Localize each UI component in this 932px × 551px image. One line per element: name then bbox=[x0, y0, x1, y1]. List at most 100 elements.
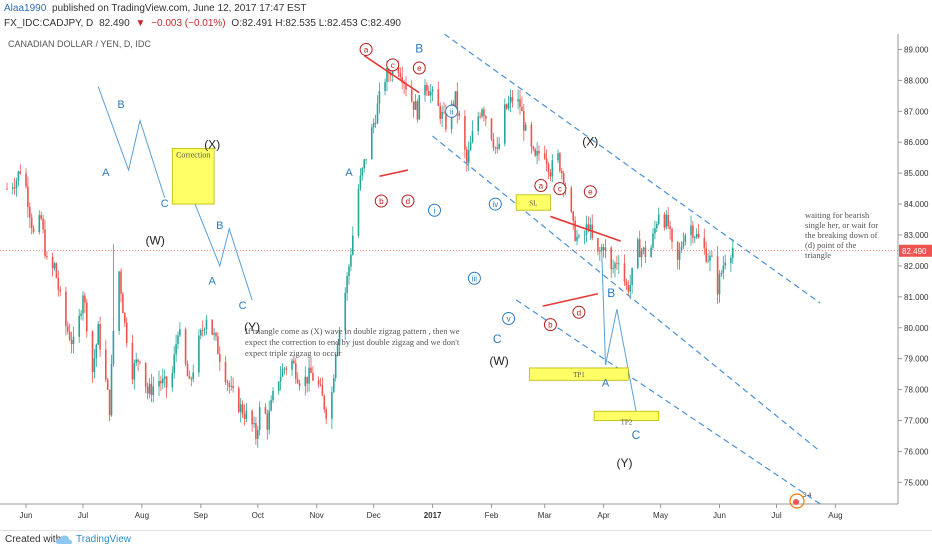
price-chart[interactable]: 75.000 76.000 77.000 78.000 79.000 80.000 81.0… bbox=[0, 34, 932, 530]
circled-wave-marker bbox=[386, 58, 400, 72]
candle-body bbox=[219, 354, 221, 362]
candle-body bbox=[386, 67, 388, 82]
candle-body bbox=[93, 358, 96, 373]
candle-body bbox=[627, 285, 630, 292]
channel-line bbox=[515, 299, 821, 505]
candle-body bbox=[29, 207, 31, 218]
candle-body bbox=[640, 250, 643, 258]
candle-body bbox=[80, 313, 82, 316]
wave-label: B bbox=[415, 42, 423, 56]
author-name[interactable]: Alaa1990 bbox=[4, 3, 47, 14]
circled-wave-label: b bbox=[548, 321, 553, 330]
candle-body bbox=[120, 271, 122, 294]
candle-body bbox=[597, 238, 599, 252]
analysis-note-line: expect triple zigzag to occur bbox=[245, 348, 341, 358]
price-change: −0.003 (−0.01%) bbox=[151, 18, 226, 29]
candle-body bbox=[695, 233, 698, 238]
candle-body bbox=[709, 255, 711, 261]
candle-body bbox=[665, 214, 668, 228]
footer-brand-link[interactable]: TradingView bbox=[76, 534, 132, 545]
triangle-line bbox=[542, 292, 599, 307]
candle-body bbox=[697, 233, 700, 238]
candle-body bbox=[27, 186, 29, 208]
candle-body bbox=[401, 77, 403, 83]
candle-body bbox=[492, 139, 495, 148]
candle-body bbox=[718, 274, 721, 295]
candle-body bbox=[722, 265, 725, 273]
candle-body bbox=[374, 123, 377, 124]
candle-body bbox=[211, 319, 213, 335]
candle-body bbox=[483, 109, 485, 117]
y-tick-label: 83.000 bbox=[904, 231, 929, 240]
candle-body bbox=[350, 254, 352, 267]
target-box-label: TP1 bbox=[573, 371, 585, 379]
circled-wave-label: a bbox=[539, 182, 544, 191]
x-tick-label: Aug bbox=[828, 511, 842, 520]
candle-body bbox=[255, 422, 257, 439]
circled-wave-label: c bbox=[391, 61, 395, 70]
y-tick-label: 80.000 bbox=[904, 324, 929, 333]
candle-body bbox=[399, 72, 402, 78]
candle-body bbox=[441, 111, 443, 119]
candle-body bbox=[384, 81, 386, 92]
wave-label: B bbox=[117, 99, 124, 111]
candle-body bbox=[703, 237, 706, 249]
candle-body bbox=[55, 263, 58, 278]
candle-body bbox=[509, 97, 512, 103]
candle-body bbox=[530, 124, 533, 147]
y-tick-label: 85.000 bbox=[904, 169, 929, 178]
symbol-line: FX_IDC:CADJPY, D 82.490 ▼ −0.003 (−0.01%… bbox=[4, 18, 404, 29]
candle-body bbox=[215, 332, 217, 337]
circled-wave-label: e bbox=[588, 188, 593, 197]
y-tick-label: 86.000 bbox=[904, 138, 929, 147]
candle-body bbox=[684, 235, 687, 242]
candle-body bbox=[325, 409, 327, 419]
candle-body bbox=[295, 363, 297, 379]
candle-body bbox=[19, 171, 22, 174]
candle-body bbox=[490, 118, 493, 140]
candle-body bbox=[268, 410, 270, 430]
candle-body bbox=[378, 91, 381, 104]
target-box bbox=[515, 194, 551, 211]
candle-body bbox=[217, 336, 219, 355]
candle-body bbox=[692, 225, 694, 238]
candle-body bbox=[671, 228, 673, 242]
candle-body bbox=[59, 289, 61, 292]
candle-body bbox=[538, 151, 540, 154]
candle-body bbox=[186, 363, 189, 377]
wave-label: (Y) bbox=[617, 456, 633, 470]
circled-wave-marker bbox=[543, 318, 557, 332]
candle-body bbox=[310, 367, 312, 373]
candle-body bbox=[344, 292, 346, 331]
candle-body bbox=[471, 131, 474, 143]
candle-body bbox=[239, 404, 242, 413]
candle-body bbox=[293, 360, 295, 364]
wave-label: A bbox=[102, 167, 110, 179]
candle-body bbox=[110, 363, 113, 416]
candle-body bbox=[437, 89, 440, 107]
chart-area[interactable]: 75.000 76.000 77.000 78.000 79.000 80.000 81.0… bbox=[0, 34, 932, 530]
candle-body bbox=[46, 256, 48, 258]
candle-body bbox=[562, 173, 565, 188]
strategy-note-line: (d) point of the bbox=[805, 240, 856, 250]
circled-wave-marker bbox=[374, 194, 388, 208]
circled-wave-marker bbox=[583, 185, 597, 199]
circled-wave-label: v bbox=[507, 314, 511, 323]
candle-body bbox=[397, 65, 400, 73]
wave-label: A bbox=[345, 167, 353, 179]
candle-body bbox=[162, 378, 164, 384]
circled-wave-label: iii bbox=[472, 274, 478, 283]
candle-body bbox=[602, 246, 605, 251]
candle-body bbox=[336, 345, 339, 356]
wave-label: (Y) bbox=[244, 320, 260, 334]
candle-body bbox=[95, 344, 98, 359]
candle-body bbox=[15, 180, 18, 189]
candle-body bbox=[464, 116, 466, 150]
candle-body bbox=[547, 163, 550, 173]
x-tick-label: Mar bbox=[538, 511, 552, 520]
strategy-note-line: the breaking down of bbox=[805, 230, 878, 240]
ohlc-values: O:82.491 H:82.535 L:82.453 C:82.490 bbox=[231, 18, 401, 29]
candle-body bbox=[317, 380, 320, 385]
candle-body bbox=[78, 315, 80, 337]
candle-body bbox=[587, 224, 590, 230]
